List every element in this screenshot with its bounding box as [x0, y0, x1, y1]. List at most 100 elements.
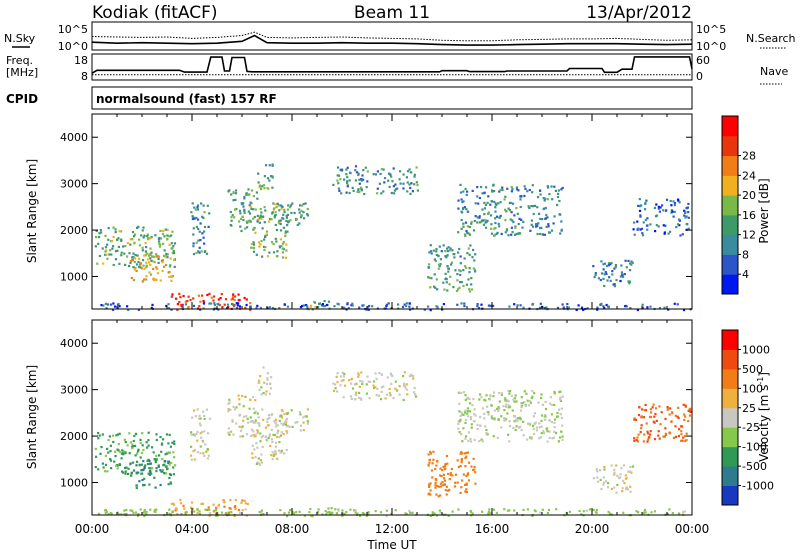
velocity-point — [507, 389, 510, 393]
velocity-point — [504, 419, 507, 422]
velocity-point — [647, 432, 650, 435]
power-point — [132, 266, 135, 269]
velocity-point — [556, 411, 559, 415]
power-point — [163, 235, 166, 238]
power-colorbar-tick-label: 8 — [742, 248, 749, 261]
power-point — [633, 221, 636, 224]
velocity-point — [235, 406, 238, 409]
velocity-point — [672, 436, 675, 439]
velocity-point — [660, 411, 663, 414]
power-point — [480, 185, 483, 189]
power-point — [321, 303, 324, 306]
power-point — [233, 208, 237, 211]
power-point — [489, 203, 492, 206]
velocity-point — [306, 422, 309, 425]
power-point — [265, 164, 268, 167]
velocity-ytick-label: 1000 — [60, 477, 88, 490]
velocity-point — [471, 404, 474, 407]
velocity-point — [278, 419, 281, 422]
velocity-point — [473, 465, 476, 469]
power-point — [382, 190, 385, 193]
velocity-point — [153, 510, 156, 513]
power-point — [197, 239, 200, 242]
velocity-point — [266, 417, 269, 421]
velocity-ytick-label: 4000 — [60, 337, 88, 350]
power-point — [560, 220, 563, 223]
velocity-point — [173, 442, 176, 446]
velocity-point — [616, 474, 619, 477]
velocity-point — [429, 489, 432, 492]
velocity-point — [264, 426, 268, 429]
velocity-point — [328, 512, 332, 515]
power-point — [252, 208, 255, 211]
power-point — [507, 207, 510, 210]
power-point — [217, 302, 220, 306]
power-point — [468, 290, 472, 293]
velocity-point — [358, 391, 361, 394]
velocity-point — [602, 483, 605, 486]
velocity-point — [548, 430, 551, 433]
power-point — [296, 223, 299, 226]
velocity-point — [553, 403, 556, 407]
velocity-point — [464, 435, 468, 438]
power-point — [202, 204, 205, 207]
power-point — [146, 235, 149, 238]
velocity-point — [615, 491, 618, 494]
velocity-point — [508, 509, 511, 512]
velocity-point — [280, 422, 283, 425]
velocity-point — [436, 485, 439, 488]
power-point — [483, 191, 486, 194]
power-point — [263, 187, 266, 190]
velocity-point — [503, 408, 506, 412]
velocity-point — [457, 508, 460, 511]
velocity-point — [511, 409, 514, 412]
power-point — [243, 211, 246, 214]
power-point — [112, 245, 115, 248]
power-point — [467, 247, 470, 250]
velocity-point — [469, 437, 472, 441]
velocity-point — [271, 440, 274, 444]
velocity-point — [356, 512, 359, 515]
velocity-point — [334, 508, 337, 511]
velocity-point — [643, 508, 647, 512]
velocity-point — [126, 444, 129, 447]
power-point — [552, 222, 555, 225]
power-point — [235, 207, 238, 211]
power-point — [180, 304, 183, 307]
velocity-point — [366, 375, 369, 378]
velocity-point — [361, 382, 364, 386]
velocity-point — [513, 420, 516, 423]
power-point — [629, 262, 632, 265]
velocity-point — [681, 425, 684, 428]
velocity-point — [95, 455, 98, 458]
velocity-point — [168, 463, 171, 466]
velocity-point — [595, 508, 598, 511]
power-point — [655, 203, 658, 206]
power-point — [323, 300, 326, 303]
velocity-point — [147, 472, 150, 475]
power-point — [603, 273, 606, 276]
velocity-point — [142, 511, 145, 514]
velocity-point — [510, 394, 513, 397]
power-point — [445, 256, 448, 259]
power-point — [399, 182, 402, 185]
velocity-point — [603, 465, 606, 468]
power-point — [95, 236, 98, 239]
velocity-panel-frame — [91, 319, 693, 516]
velocity-point — [131, 509, 134, 512]
velocity-point — [443, 483, 447, 486]
power-point — [636, 220, 639, 223]
power-point — [287, 220, 290, 223]
velocity-point — [260, 511, 263, 514]
velocity-point — [332, 382, 335, 385]
power-point — [273, 207, 276, 210]
power-point — [150, 236, 153, 239]
velocity-point — [386, 376, 389, 379]
velocity-point — [266, 378, 269, 381]
velocity-point — [478, 398, 481, 401]
power-cluster — [332, 165, 419, 196]
frequency-panel-frame — [91, 53, 693, 81]
velocity-point — [134, 511, 138, 514]
power-point — [405, 302, 408, 305]
velocity-point — [150, 472, 153, 475]
